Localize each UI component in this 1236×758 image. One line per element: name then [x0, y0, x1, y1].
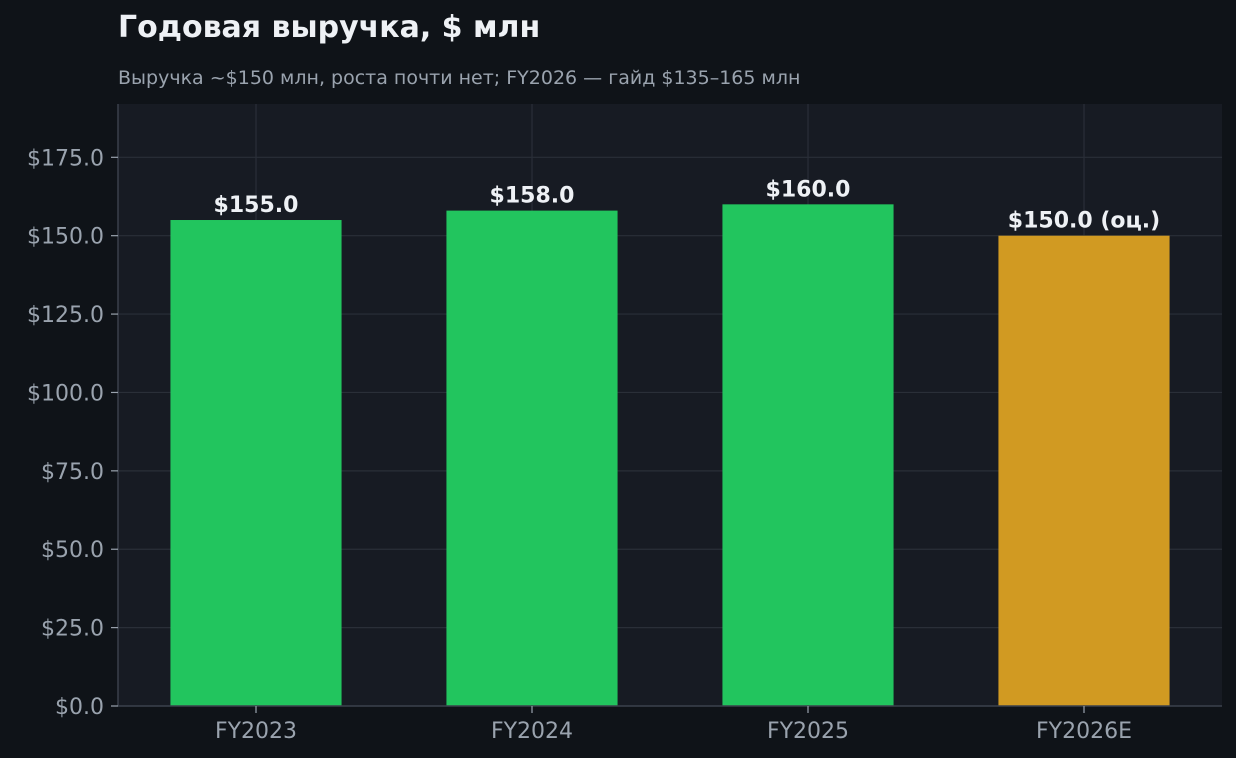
y-tick-label: $50.0: [41, 538, 104, 563]
bar-fy2026e: [998, 235, 1170, 706]
bar-fy2024: [446, 210, 618, 706]
y-tick-label: $150.0: [27, 225, 104, 250]
bar-fy2025: [722, 204, 894, 707]
chart-title: Годовая выручка, $ млн: [118, 10, 541, 45]
value-label: $158.0: [490, 184, 575, 209]
y-tick-label: $75.0: [41, 460, 104, 485]
bar-fy2023: [170, 220, 342, 706]
y-tick-label: $125.0: [27, 303, 104, 328]
y-tick-label: $175.0: [27, 146, 104, 171]
x-tick-label: FY2024: [491, 719, 573, 744]
x-tick-label: FY2026E: [1036, 719, 1132, 744]
value-label: $155.0: [214, 193, 299, 218]
value-label: $160.0: [766, 177, 851, 202]
y-tick-label: $25.0: [41, 617, 104, 642]
chart-subtitle: Выручка ~$150 млн, роста почти нет; FY20…: [118, 67, 801, 89]
value-label: $150.0 (оц.): [1008, 209, 1160, 234]
y-tick-label: $0.0: [55, 695, 104, 720]
x-tick-label: FY2025: [767, 719, 849, 744]
x-tick-label: FY2023: [215, 719, 297, 744]
y-tick-label: $100.0: [27, 381, 104, 406]
